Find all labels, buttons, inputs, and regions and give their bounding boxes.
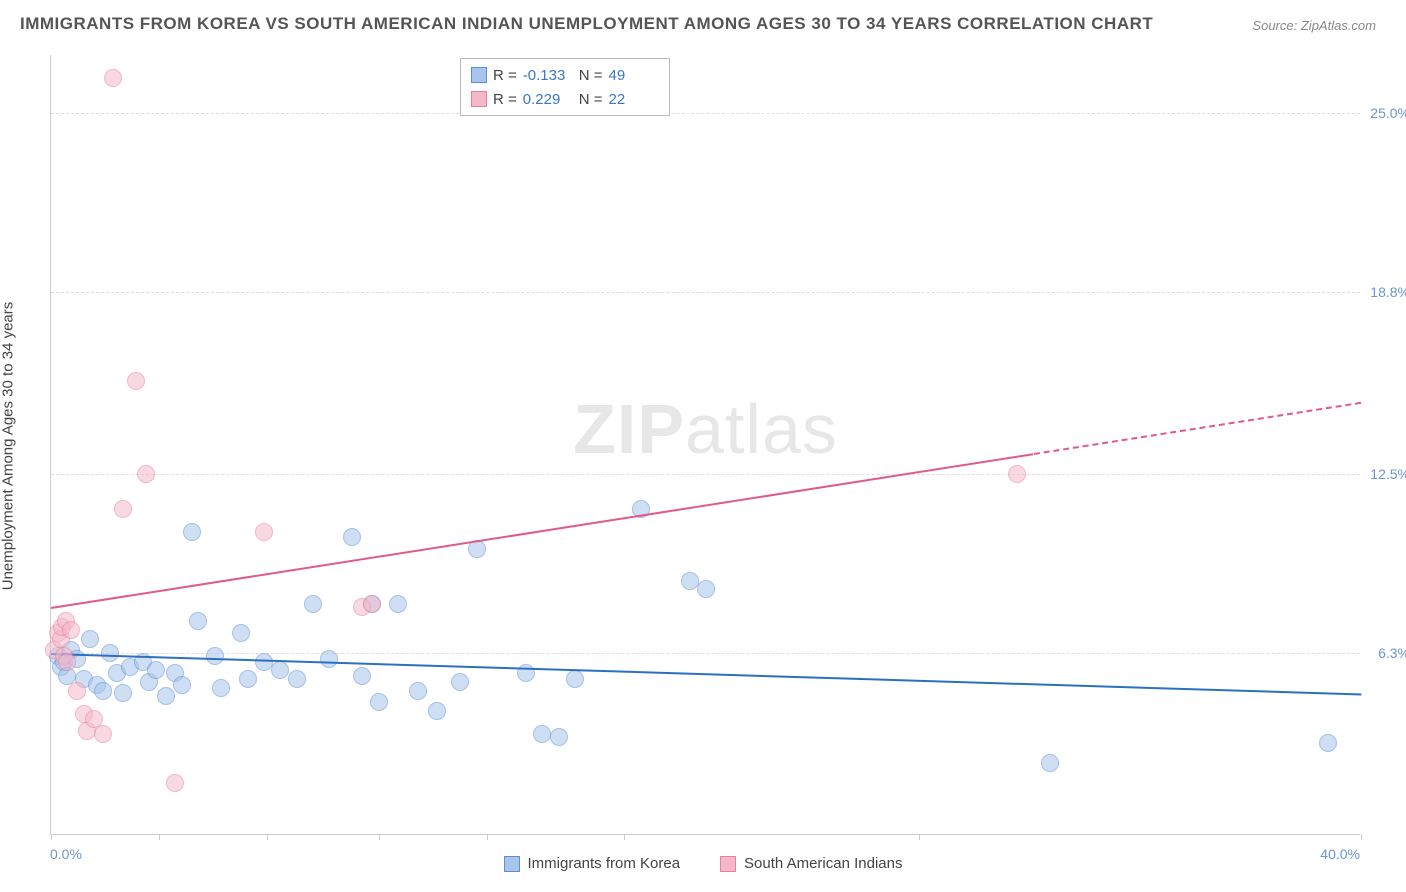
watermark-light: atlas xyxy=(685,390,838,468)
data-point xyxy=(114,684,132,702)
data-point xyxy=(1319,734,1337,752)
data-point xyxy=(1008,465,1026,483)
data-point xyxy=(681,572,699,590)
gridline xyxy=(51,474,1360,475)
data-point xyxy=(212,679,230,697)
correlation-legend: R = -0.133 N = 49 R = 0.229 N = 22 xyxy=(460,58,670,116)
y-tick-label: 18.8% xyxy=(1360,284,1406,300)
data-point xyxy=(166,774,184,792)
legend-label: Immigrants from Korea xyxy=(528,855,681,872)
x-axis-start-label: 0.0% xyxy=(50,846,82,862)
data-point xyxy=(428,702,446,720)
data-point xyxy=(101,644,119,662)
data-point xyxy=(697,580,715,598)
data-point xyxy=(363,595,381,613)
y-tick-label: 12.5% xyxy=(1360,466,1406,482)
data-point xyxy=(94,725,112,743)
r-label: R = xyxy=(493,91,517,108)
y-tick-label: 6.3% xyxy=(1360,645,1406,661)
data-point xyxy=(173,676,191,694)
data-point xyxy=(232,624,250,642)
trend-line xyxy=(1033,402,1361,455)
legend-label: South American Indians xyxy=(744,855,902,872)
r-label: R = xyxy=(493,67,517,84)
data-point xyxy=(389,595,407,613)
scatter-plot-area: ZIPatlas 6.3%12.5%18.8%25.0% xyxy=(50,55,1360,835)
data-point xyxy=(343,528,361,546)
legend-swatch xyxy=(471,67,487,83)
data-point xyxy=(533,725,551,743)
data-point xyxy=(94,682,112,700)
data-point xyxy=(353,667,371,685)
n-value: 22 xyxy=(609,91,659,108)
legend-row: R = -0.133 N = 49 xyxy=(471,63,659,87)
watermark-bold: ZIP xyxy=(573,390,685,468)
data-point xyxy=(81,630,99,648)
x-tick-mark xyxy=(159,834,160,840)
legend-swatch xyxy=(720,856,736,872)
data-point xyxy=(304,595,322,613)
data-point xyxy=(320,650,338,668)
legend-row: R = 0.229 N = 22 xyxy=(471,87,659,111)
x-tick-mark xyxy=(267,834,268,840)
source-attribution: Source: ZipAtlas.com xyxy=(1252,18,1376,33)
gridline xyxy=(51,653,1360,654)
data-point xyxy=(370,693,388,711)
data-point xyxy=(58,653,76,671)
x-tick-mark xyxy=(919,834,920,840)
x-tick-mark xyxy=(51,834,52,840)
n-label: N = xyxy=(579,67,603,84)
series-legend: Immigrants from Korea South American Indi… xyxy=(0,855,1406,872)
data-point xyxy=(68,682,86,700)
data-point xyxy=(147,661,165,679)
data-point xyxy=(550,728,568,746)
chart-title: IMMIGRANTS FROM KOREA VS SOUTH AMERICAN … xyxy=(20,14,1153,34)
data-point xyxy=(104,69,122,87)
legend-swatch xyxy=(471,91,487,107)
gridline xyxy=(51,113,1360,114)
data-point xyxy=(409,682,427,700)
data-point xyxy=(1041,754,1059,772)
data-point xyxy=(137,465,155,483)
legend-item: South American Indians xyxy=(720,855,902,872)
x-axis-end-label: 40.0% xyxy=(1320,846,1360,862)
source-label: Source: xyxy=(1252,18,1297,33)
r-value: -0.133 xyxy=(523,67,573,84)
x-tick-mark xyxy=(1361,834,1362,840)
data-point xyxy=(206,647,224,665)
legend-item: Immigrants from Korea xyxy=(504,855,681,872)
y-tick-label: 25.0% xyxy=(1360,105,1406,121)
data-point xyxy=(62,621,80,639)
r-value: 0.229 xyxy=(523,91,573,108)
x-tick-mark xyxy=(487,834,488,840)
data-point xyxy=(189,612,207,630)
data-point xyxy=(566,670,584,688)
gridline xyxy=(51,292,1360,293)
x-tick-mark xyxy=(624,834,625,840)
data-point xyxy=(114,500,132,518)
legend-swatch xyxy=(504,856,520,872)
data-point xyxy=(239,670,257,688)
data-point xyxy=(288,670,306,688)
data-point xyxy=(183,523,201,541)
watermark: ZIPatlas xyxy=(573,389,838,469)
data-point xyxy=(255,523,273,541)
y-axis-label: Unemployment Among Ages 30 to 34 years xyxy=(0,302,17,591)
data-point xyxy=(127,372,145,390)
data-point xyxy=(271,661,289,679)
source-value: ZipAtlas.com xyxy=(1301,18,1376,33)
n-value: 49 xyxy=(609,67,659,84)
x-tick-mark xyxy=(379,834,380,840)
n-label: N = xyxy=(579,91,603,108)
data-point xyxy=(451,673,469,691)
data-point xyxy=(157,687,175,705)
